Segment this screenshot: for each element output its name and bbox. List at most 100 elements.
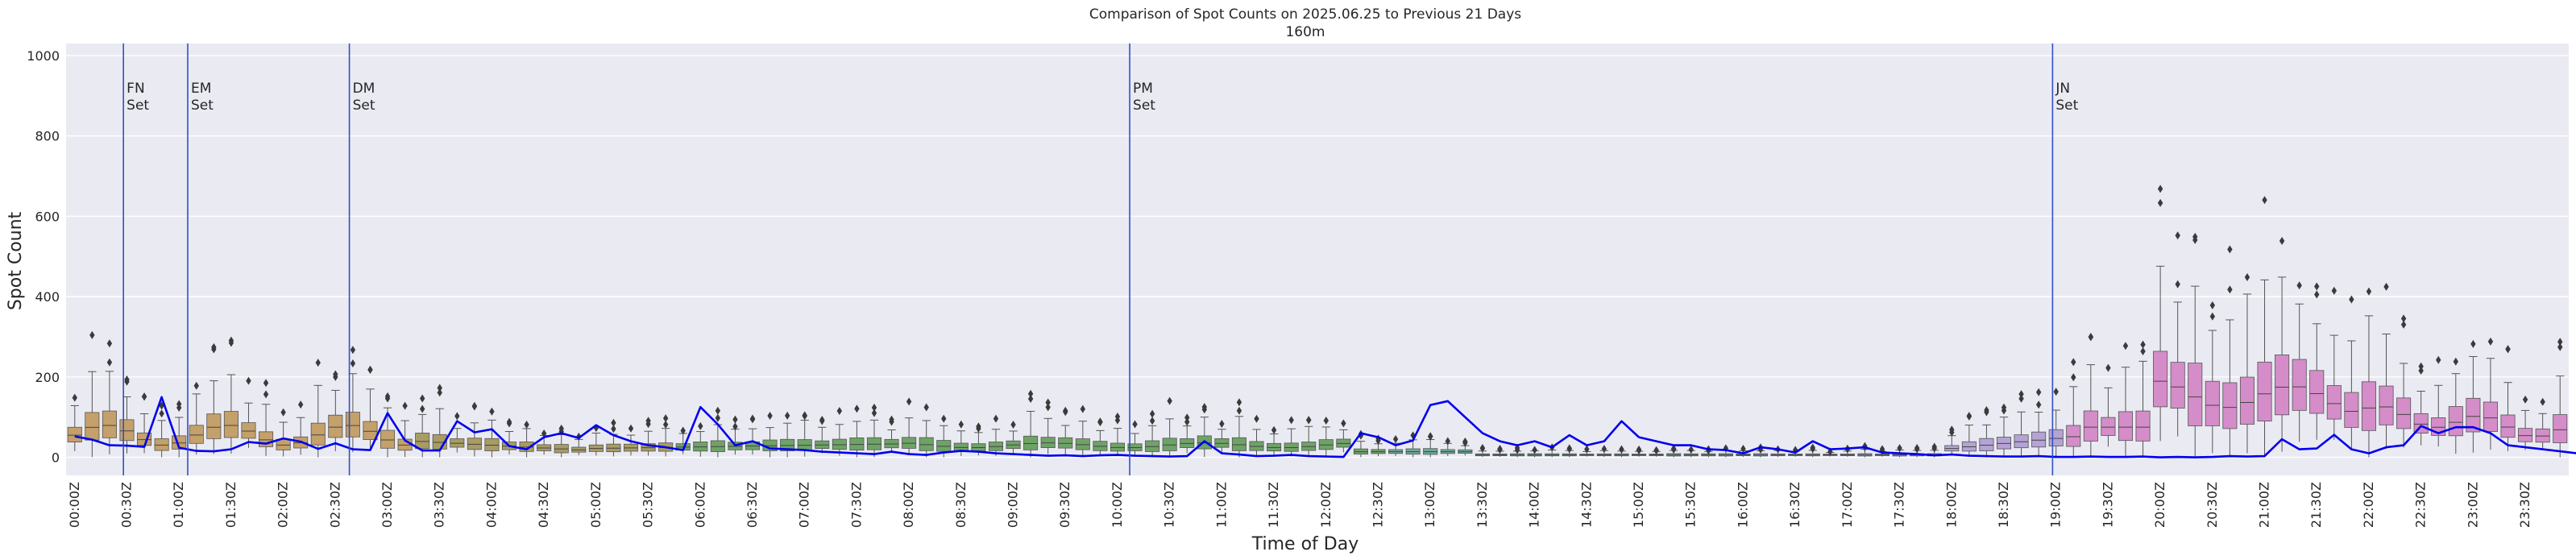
- box-outlier: [1619, 445, 1624, 454]
- box-iqr: [2153, 351, 2168, 408]
- box-outlier: [263, 390, 269, 399]
- box-outlier: [2400, 320, 2407, 329]
- box-outlier: [923, 403, 929, 412]
- box-iqr: [102, 410, 117, 438]
- x-tick-label: 02:30Z: [327, 482, 342, 528]
- x-axis-title: Time of Day: [1251, 534, 1359, 554]
- box-outlier: [454, 412, 460, 421]
- box-outlier: [333, 372, 338, 381]
- box-outlier: [2262, 196, 2267, 205]
- box-outlier: [1027, 389, 1034, 398]
- box-outlier: [1532, 446, 1537, 454]
- event-label-set: Set: [127, 97, 149, 114]
- box-iqr: [1162, 438, 1177, 451]
- box-outlier: [106, 339, 113, 348]
- box-outlier: [2105, 363, 2111, 372]
- box-outlier: [2436, 355, 2441, 364]
- box-outlier: [1184, 413, 1190, 422]
- box-iqr: [2275, 355, 2290, 416]
- box-outlier: [2557, 342, 2563, 351]
- box-iqr: [1996, 437, 2012, 450]
- box-outlier: [1097, 417, 1103, 426]
- box-iqr: [67, 426, 82, 442]
- box-outlier: [1149, 409, 1155, 418]
- x-tick-label: 15:30Z: [1683, 482, 1699, 528]
- box-outlier: [419, 404, 425, 413]
- box-outlier: [2487, 337, 2494, 346]
- box-iqr: [2518, 428, 2533, 442]
- box-iqr: [2101, 417, 2116, 436]
- event-label-set: Set: [1133, 97, 1155, 114]
- box-outlier: [2018, 394, 2024, 403]
- y-axis-title: Spot Count: [6, 211, 26, 310]
- box-outlier: [2314, 290, 2320, 299]
- box-outlier: [1914, 444, 1920, 453]
- x-tick-label: 13:30Z: [1475, 482, 1490, 528]
- box-plots: [67, 185, 2568, 458]
- box-iqr: [2309, 370, 2325, 414]
- box-outlier: [489, 407, 495, 416]
- box-outlier: [2296, 281, 2302, 290]
- x-tick-label: 08:00Z: [901, 482, 916, 528]
- box-iqr: [2553, 414, 2568, 443]
- box-outlier: [2035, 388, 2042, 396]
- x-tick-label: 00:30Z: [119, 482, 135, 528]
- y-tick-label: 400: [35, 289, 60, 305]
- box-outlier: [297, 400, 304, 409]
- box-outlier: [1271, 425, 1277, 434]
- box-outlier: [419, 394, 425, 403]
- box-outlier: [124, 375, 130, 384]
- y-tick-label: 200: [35, 370, 60, 385]
- box-iqr: [2222, 382, 2238, 429]
- box-outlier: [1341, 419, 1346, 428]
- x-tick-label: 10:30Z: [1162, 482, 1177, 528]
- box-outlier: [1688, 446, 1694, 454]
- x-tick-label: 07:30Z: [848, 482, 864, 528]
- chart-title: Comparison of Spot Counts on 2025.06.25 …: [1089, 6, 1521, 23]
- box-outlier: [2279, 236, 2285, 245]
- x-tick-label: 00:00Z: [67, 482, 82, 528]
- box-outlier: [89, 330, 95, 339]
- chart-subtitle: 160m: [1285, 24, 1325, 40]
- box-outlier: [2071, 373, 2076, 382]
- box-iqr: [2448, 406, 2463, 437]
- box-outlier: [2470, 339, 2476, 348]
- x-tick-label: 09:30Z: [1057, 482, 1072, 528]
- x-tick-label: 08:30Z: [953, 482, 969, 528]
- box-iqr: [484, 438, 500, 451]
- box-outlier: [715, 406, 721, 415]
- box-outlier: [2140, 346, 2146, 355]
- box-outlier: [1201, 405, 1207, 414]
- box-iqr: [380, 429, 396, 449]
- box-iqr: [1145, 440, 1160, 452]
- box-iqr: [345, 412, 360, 438]
- box-iqr: [2048, 429, 2064, 446]
- x-tick-label: 23:30Z: [2517, 482, 2532, 528]
- x-tick-label: 07:00Z: [797, 482, 812, 528]
- box-iqr: [189, 425, 204, 444]
- box-iqr: [85, 412, 100, 441]
- box-outlier: [871, 409, 877, 417]
- series-line-today: [74, 396, 2576, 458]
- box-outlier: [767, 412, 773, 421]
- box-outlier: [1114, 413, 1121, 421]
- box-outlier: [1966, 412, 1972, 421]
- box-outlier: [1167, 396, 1172, 405]
- x-tick-label: 12:30Z: [1371, 482, 1386, 528]
- box-outlier: [1010, 420, 1016, 429]
- box-outlier: [2192, 232, 2198, 241]
- event-label: PM: [1133, 81, 1153, 97]
- box-outlier: [1810, 443, 1815, 452]
- box-iqr: [2205, 380, 2220, 426]
- box-outlier: [2175, 280, 2180, 288]
- box-outlier: [1080, 404, 1086, 413]
- box-outlier: [732, 415, 738, 424]
- box-outlier: [2349, 295, 2354, 304]
- box-outlier: [2227, 245, 2233, 254]
- box-iqr: [415, 433, 430, 450]
- box-outlier: [1323, 417, 1329, 425]
- box-outlier: [2557, 338, 2563, 346]
- box-outlier: [524, 420, 529, 429]
- box-outlier: [1027, 395, 1034, 404]
- x-tick-label: 16:00Z: [1736, 482, 1751, 528]
